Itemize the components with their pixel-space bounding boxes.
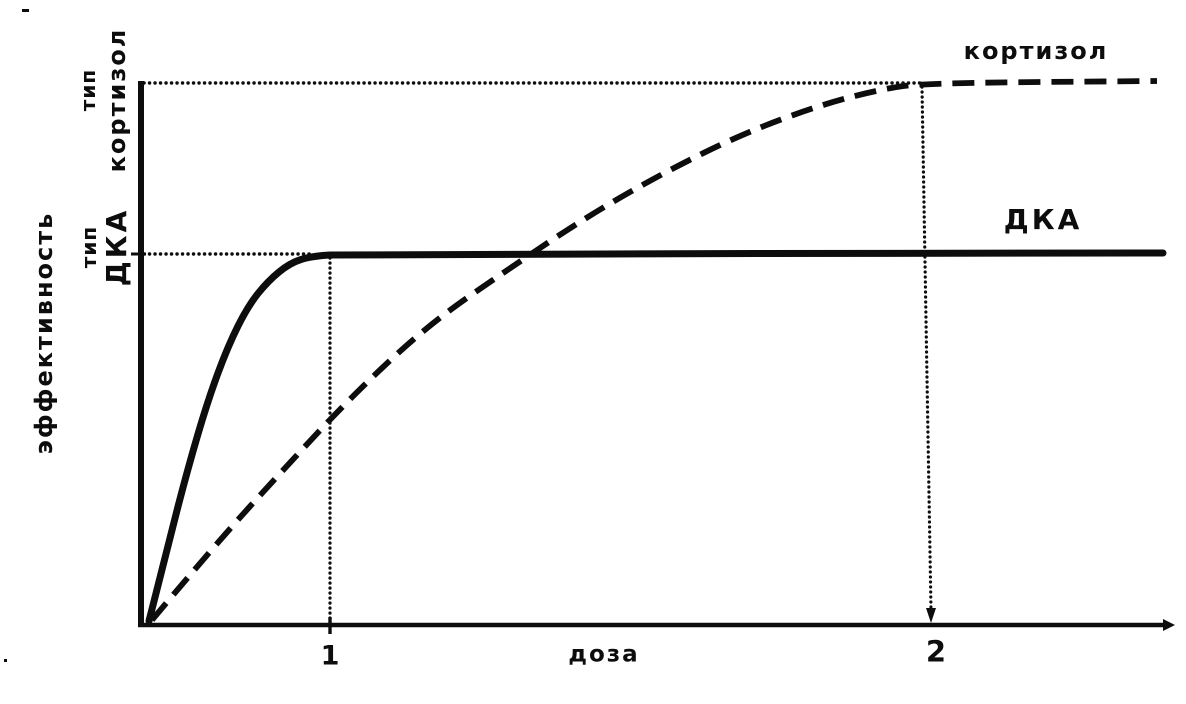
scan-artifact [22, 9, 29, 12]
y-axis-label: эффективность [30, 211, 58, 455]
cortisol-level-label-word1: тип [76, 68, 100, 112]
dose-2-dotted-line [920, 85, 933, 612]
cortisol-curve-label: кортизол [963, 37, 1109, 65]
x-tick-label-2: 2 [925, 634, 947, 669]
dose-2-arrowhead-icon [926, 608, 936, 623]
cortisol-level-label-word2: кортизол [103, 27, 131, 173]
dka-level-label-word1: тип [77, 225, 101, 269]
x-tick-label-1: 1 [320, 640, 340, 672]
x-axis-arrow-icon [1163, 619, 1175, 631]
x-axis-label: доза [568, 641, 640, 668]
cortisol-curve [149, 78, 1158, 622]
scan-artifact [4, 659, 7, 662]
dka-level-label-word2: ДКА [100, 207, 133, 287]
dka-curve [145, 249, 1167, 625]
dka-curve-label: ДКА [1003, 203, 1083, 236]
